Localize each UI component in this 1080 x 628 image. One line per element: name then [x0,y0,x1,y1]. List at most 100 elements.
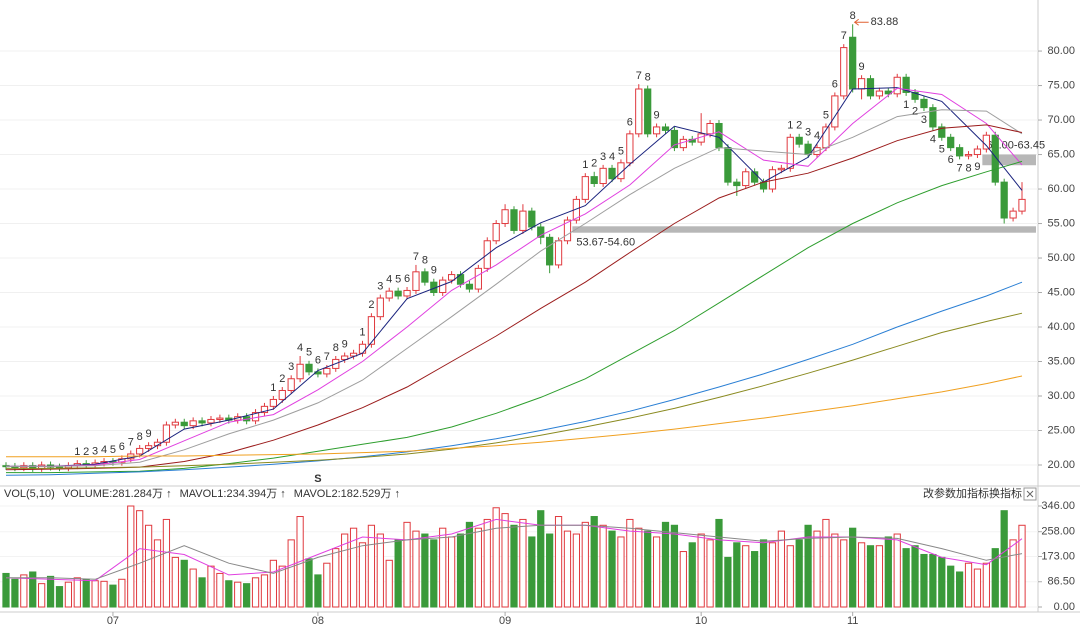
td-count: 3 [377,280,383,292]
volume-bar [55,586,64,608]
candle-body [323,367,331,375]
candle-body [840,47,848,97]
candle-body [367,316,376,345]
candle-body [982,134,990,150]
volume-bar [715,518,723,608]
td-count: 1 [903,99,909,111]
y-tick-label: 70.00 [1047,114,1075,126]
td-count: 3 [600,151,606,163]
candle-body [626,133,634,164]
candle-body [180,421,188,427]
td-count: 5 [939,144,945,156]
candle-body [733,181,741,187]
td-count: 9 [146,428,152,440]
volume-bar [849,527,857,608]
td-count: 6 [404,273,410,285]
y-tick-label: 65.00 [1047,148,1075,160]
td-count: 3 [288,361,294,373]
volume-bar [100,580,108,608]
volume-bar [813,530,821,608]
volume-bar [759,539,768,608]
candle-body [519,210,527,231]
td-count: 2 [83,446,89,458]
volume-bar [73,577,81,608]
td-count: 6 [832,78,838,90]
td-count: 2 [796,120,802,132]
support-band [572,226,1036,233]
volume-bar [421,533,429,608]
candle-body [866,78,875,97]
candle-body [412,271,420,291]
candle-body [608,167,616,180]
band-label: 65.00-63.45 [986,139,1045,151]
volume-bar [599,524,607,608]
candle-body [875,90,884,97]
volume-bar [29,571,37,608]
candle-body [652,126,661,135]
y-tick-label: 55.00 [1047,217,1075,229]
td-count: 5 [395,274,401,286]
y-tick-label: 80.00 [1047,45,1075,57]
td-count: 8 [333,342,339,354]
toolbar-button[interactable]: 改参数 [923,486,956,500]
volume-bar [1018,524,1026,608]
candle-body [777,167,785,171]
candle-body [376,297,384,318]
candle-body [947,136,955,149]
volume-bar [367,524,376,608]
toolbar-button[interactable]: 加指标 [956,486,989,500]
candle-body [661,126,670,131]
candle-body [278,389,286,400]
toolbar-button[interactable]: 换指标 [989,486,1022,500]
candle-body [724,147,732,183]
y-tick-label: 0.00 [1054,601,1075,613]
y-tick-label: 30.00 [1047,390,1075,402]
candle-body [920,98,928,109]
volume-bar [376,533,384,608]
volume-bar [162,518,171,608]
td-count: 3 [92,445,98,457]
volume-bar [474,527,482,608]
volume-bar [581,521,589,608]
volume-bar [590,516,598,608]
td-count: 4 [101,444,107,456]
volume-bar [866,545,875,608]
volume-bar [127,505,135,608]
candle-body [670,129,679,149]
volume-bar [554,516,563,608]
moving-average [6,87,1023,467]
candle-body [599,167,607,185]
volume-bar [626,518,634,608]
x-tick-label: 11 [847,615,858,627]
x-tick-label: 09 [499,615,511,627]
td-count: 7 [128,436,134,448]
candle-body [715,122,723,149]
candle-body [260,405,269,414]
candle-body [706,122,714,135]
x-tick-label: 10 [695,615,707,627]
volume-legend: MAVOL1:234.394万 ↑ [180,488,286,500]
candle-body [795,136,803,145]
candle-body [1018,198,1026,212]
candle-body [447,274,456,281]
candle-body [358,343,367,354]
volume-bar [652,536,661,608]
volume-bar [751,551,759,608]
td-count: 1 [359,327,365,339]
volume-bar [287,539,295,608]
volume-bar [644,530,652,608]
candle-body [1000,181,1008,219]
volume-bar [439,527,447,608]
peak-label: 83.88 [871,16,899,28]
volume-bar [840,539,848,608]
volume-bar [207,565,215,608]
candle-body [207,418,215,424]
candle-body [563,219,572,242]
candle-body [136,447,144,455]
volume-bar [911,545,919,608]
td-count: 1 [787,120,793,132]
volume-bar [341,533,349,608]
x-tick-label: 07 [107,615,119,627]
candle-body [546,236,554,266]
